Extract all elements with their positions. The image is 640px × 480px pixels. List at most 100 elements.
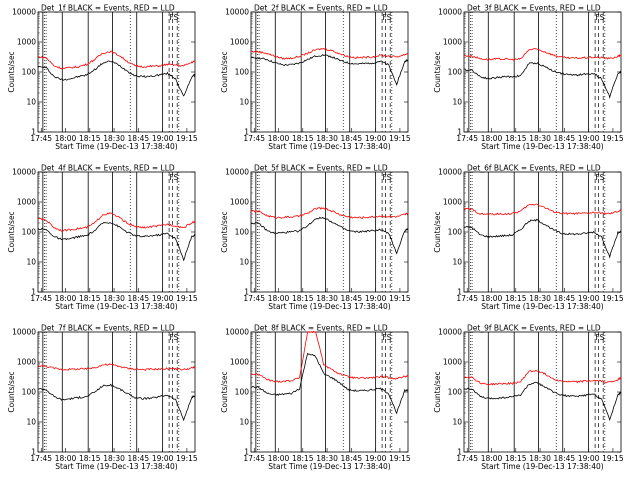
x-tick-label: 18:30 bbox=[316, 134, 338, 143]
plot-frame bbox=[250, 331, 409, 453]
x-axis-label: Start Time (19-Dec-13 17:38:40) bbox=[481, 462, 603, 471]
y-tick-label: 1 bbox=[457, 128, 462, 137]
x-tick-label: 19:15 bbox=[176, 454, 198, 463]
y-tick-label: 100 bbox=[448, 68, 463, 77]
x-tick-label: 19:15 bbox=[389, 294, 411, 303]
x-tick-label: 18:30 bbox=[529, 134, 551, 143]
y-axis-label: Counts/sec bbox=[433, 371, 442, 412]
y-tick-label: 1000 bbox=[443, 38, 462, 47]
flag-label: FS bbox=[595, 13, 604, 22]
x-tick-label: 18:15 bbox=[505, 294, 527, 303]
y-tick-label: 10 bbox=[26, 98, 36, 107]
x-tick-label: 17:45 bbox=[243, 134, 265, 143]
y-tick-label: 10 bbox=[239, 258, 249, 267]
x-tick-label: 18:15 bbox=[292, 294, 314, 303]
x-axis-label: Start Time (19-Dec-13 17:38:40) bbox=[268, 142, 390, 151]
x-axis-label: Start Time (19-Dec-13 17:38:40) bbox=[55, 302, 177, 311]
events-series-line bbox=[250, 216, 409, 255]
x-tick-label: 18:15 bbox=[292, 134, 314, 143]
chart-panel-5: Det_5f BLACK = Events, RED = LLD 1 10 100 10… bbox=[220, 164, 411, 312]
plot-frame bbox=[37, 11, 196, 133]
x-tick-label: 18:00 bbox=[55, 294, 77, 303]
x-tick-label: 18:00 bbox=[268, 454, 290, 463]
chart-panel-8: Det_8f BLACK = Events, RED = LLD 1 10 100 10… bbox=[220, 324, 411, 472]
y-tick-label: 10 bbox=[26, 258, 36, 267]
y-tick-label: 10 bbox=[452, 258, 462, 267]
x-tick-label: 18:45 bbox=[554, 454, 576, 463]
plot-frame bbox=[37, 171, 196, 293]
x-tick-label: 18:30 bbox=[103, 134, 125, 143]
y-tick-label: 10 bbox=[452, 98, 462, 107]
chart-title: Det_7f BLACK = Events, RED = LLD bbox=[41, 324, 175, 333]
x-tick-label: 17:45 bbox=[456, 294, 478, 303]
events-series-line bbox=[37, 60, 196, 97]
y-axis-label: Counts/sec bbox=[7, 211, 16, 252]
plot-frame bbox=[37, 331, 196, 453]
chart-panel-9: Det_9f BLACK = Events, RED = LLD 1 10 100 10… bbox=[433, 324, 624, 472]
y-tick-label: 100 bbox=[235, 68, 250, 77]
x-tick-label: 18:00 bbox=[268, 134, 290, 143]
x-tick-label: 18:00 bbox=[481, 294, 503, 303]
x-axis-label: Start Time (19-Dec-13 17:38:40) bbox=[481, 302, 603, 311]
y-tick-label: 10000 bbox=[438, 328, 462, 337]
y-axis-label: Counts/sec bbox=[433, 211, 442, 252]
x-tick-label: 18:00 bbox=[481, 134, 503, 143]
lld-series-line bbox=[250, 206, 409, 219]
y-tick-label: 100 bbox=[22, 228, 37, 237]
events-series-line bbox=[37, 383, 196, 422]
x-tick-label: 19:00 bbox=[578, 294, 600, 303]
x-tick-label: 19:15 bbox=[602, 294, 624, 303]
lld-series-line bbox=[463, 370, 622, 386]
chart-title: Det_1f BLACK = Events, RED = LLD bbox=[41, 4, 175, 13]
events-series-line bbox=[463, 218, 622, 259]
y-tick-label: 10000 bbox=[225, 8, 249, 17]
x-tick-label: 18:00 bbox=[55, 134, 77, 143]
chart-panel-1: Det_1f BLACK = Events, RED = LLD 1 10 100 10… bbox=[7, 4, 198, 152]
lld-series-line bbox=[250, 47, 409, 60]
plot-frame bbox=[250, 11, 409, 133]
flag-label: FS bbox=[595, 173, 604, 182]
y-tick-label: 10000 bbox=[12, 328, 36, 337]
x-axis-label: Start Time (19-Dec-13 17:38:40) bbox=[55, 142, 177, 151]
events-series-line bbox=[250, 352, 409, 415]
x-tick-label: 19:00 bbox=[578, 454, 600, 463]
y-axis-label: Counts/sec bbox=[220, 211, 229, 252]
x-tick-label: 17:45 bbox=[456, 134, 478, 143]
flag-label: FS bbox=[169, 13, 178, 22]
chart-panel-4: Det_4f BLACK = Events, RED = LLD 1 10 100 10… bbox=[7, 164, 198, 312]
events-series-line bbox=[37, 222, 196, 262]
x-tick-label: 18:45 bbox=[341, 294, 363, 303]
x-tick-label: 19:15 bbox=[176, 294, 198, 303]
x-tick-label: 18:30 bbox=[103, 454, 125, 463]
x-tick-label: 19:15 bbox=[389, 454, 411, 463]
plot-frame bbox=[463, 171, 622, 293]
y-tick-label: 100 bbox=[22, 68, 37, 77]
y-axis-label: Counts/sec bbox=[220, 371, 229, 412]
y-tick-label: 1 bbox=[244, 288, 249, 297]
plot-frame bbox=[463, 11, 622, 133]
lld-series-line bbox=[37, 363, 196, 371]
x-tick-label: 19:15 bbox=[602, 134, 624, 143]
events-series-line bbox=[463, 62, 622, 100]
y-tick-label: 1 bbox=[31, 288, 36, 297]
x-tick-label: 17:45 bbox=[30, 294, 52, 303]
chart-title: Det_2f BLACK = Events, RED = LLD bbox=[254, 4, 388, 13]
x-tick-label: 18:45 bbox=[341, 454, 363, 463]
x-tick-label: 18:15 bbox=[505, 134, 527, 143]
y-tick-label: 10000 bbox=[12, 8, 36, 17]
x-tick-label: 19:15 bbox=[602, 454, 624, 463]
lld-series-line bbox=[37, 212, 196, 232]
y-tick-label: 1000 bbox=[17, 198, 36, 207]
lld-series-line bbox=[250, 330, 409, 383]
x-tick-label: 18:45 bbox=[128, 454, 150, 463]
x-tick-label: 19:00 bbox=[578, 134, 600, 143]
flag-label: FS bbox=[382, 333, 391, 342]
flag-label: FS bbox=[382, 173, 391, 182]
y-tick-label: 100 bbox=[235, 228, 250, 237]
flag-label: FS bbox=[595, 333, 604, 342]
y-tick-label: 10 bbox=[26, 418, 36, 427]
y-tick-label: 10000 bbox=[438, 168, 462, 177]
x-tick-label: 18:30 bbox=[316, 454, 338, 463]
x-tick-label: 18:00 bbox=[55, 454, 77, 463]
y-axis-label: Counts/sec bbox=[220, 51, 229, 92]
